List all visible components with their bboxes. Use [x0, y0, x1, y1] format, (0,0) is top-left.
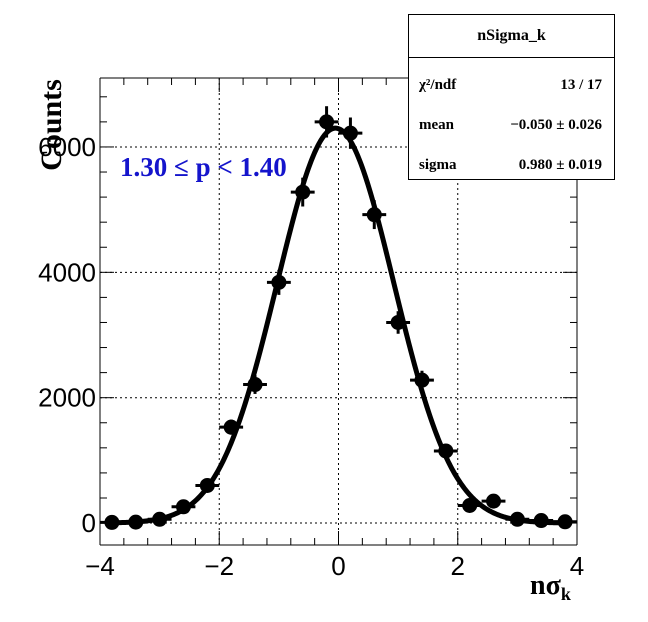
data-point — [147, 511, 172, 527]
y-tick-label: 2000 — [38, 383, 96, 413]
stats-row-mean: mean −0.050 ± 0.026 — [409, 107, 614, 147]
data-point — [171, 499, 196, 515]
data-point — [410, 370, 434, 390]
data-marker — [438, 443, 454, 459]
data-point — [433, 443, 458, 459]
data-marker — [175, 499, 191, 515]
ticks-layer: −4 −2 0 2 4 0 2000 4000 6000 — [38, 78, 584, 581]
data-marker — [199, 477, 215, 493]
data-point — [219, 419, 244, 435]
y-tick-label: 6000 — [38, 132, 96, 162]
data-marker — [223, 419, 239, 435]
data-point — [362, 200, 387, 230]
data-point — [266, 269, 291, 295]
points-layer — [100, 106, 577, 530]
momentum-range-annotation: 1.30 ≤ p < 1.40 — [120, 152, 287, 182]
data-point — [195, 477, 220, 493]
data-marker — [390, 314, 406, 330]
data-point — [243, 375, 267, 394]
data-point — [290, 177, 315, 207]
data-marker — [486, 493, 502, 509]
data-point — [338, 117, 363, 149]
stats-box: nSigma_k χ²/ndf 13 / 17 mean −0.050 ± 0.… — [408, 14, 615, 180]
data-point — [386, 311, 411, 334]
data-marker — [509, 511, 525, 527]
data-point — [505, 511, 530, 527]
stats-label-sigma: sigma — [419, 157, 457, 173]
x-axis-label: nσk — [530, 570, 571, 605]
data-point — [457, 498, 482, 514]
x-tick-label: −2 — [204, 551, 234, 581]
data-point — [100, 514, 124, 530]
x-tick-label: 4 — [570, 551, 584, 581]
stats-value-mean: −0.050 ± 0.026 — [510, 117, 602, 133]
data-marker — [152, 511, 168, 527]
data-marker — [533, 513, 549, 529]
data-marker — [295, 184, 311, 200]
data-marker — [128, 514, 144, 530]
stats-label-mean: mean — [419, 117, 454, 133]
stats-row-chi2: χ²/ndf 13 / 17 — [409, 67, 614, 107]
stats-title: nSigma_k — [409, 15, 614, 58]
y-tick-label: 4000 — [38, 257, 96, 287]
data-marker — [319, 114, 335, 130]
data-marker — [557, 514, 573, 530]
x-axis-label-sub: k — [560, 584, 571, 604]
data-marker — [414, 372, 430, 388]
x-tick-label: −4 — [85, 551, 115, 581]
stats-row-sigma: sigma 0.980 ± 0.019 — [409, 147, 614, 187]
stats-value-chi2: 13 / 17 — [560, 77, 602, 93]
x-axis-label-main: nσ — [530, 570, 561, 601]
y-tick-label: 0 — [82, 508, 96, 538]
x-tick-label: 0 — [331, 551, 345, 581]
stats-value-sigma: 0.980 ± 0.019 — [518, 157, 602, 173]
data-point — [529, 513, 554, 529]
data-point — [553, 514, 577, 530]
data-point — [481, 493, 506, 509]
data-marker — [366, 207, 382, 223]
data-marker — [271, 274, 287, 290]
data-marker — [104, 514, 120, 530]
y-axis-label: Counts — [35, 79, 68, 171]
data-point — [123, 514, 148, 530]
data-point — [314, 106, 339, 138]
data-marker — [342, 125, 358, 141]
data-marker — [247, 377, 263, 393]
data-marker — [462, 498, 478, 514]
x-tick-label: 2 — [451, 551, 465, 581]
stats-label-chi2: χ²/ndf — [419, 77, 457, 93]
